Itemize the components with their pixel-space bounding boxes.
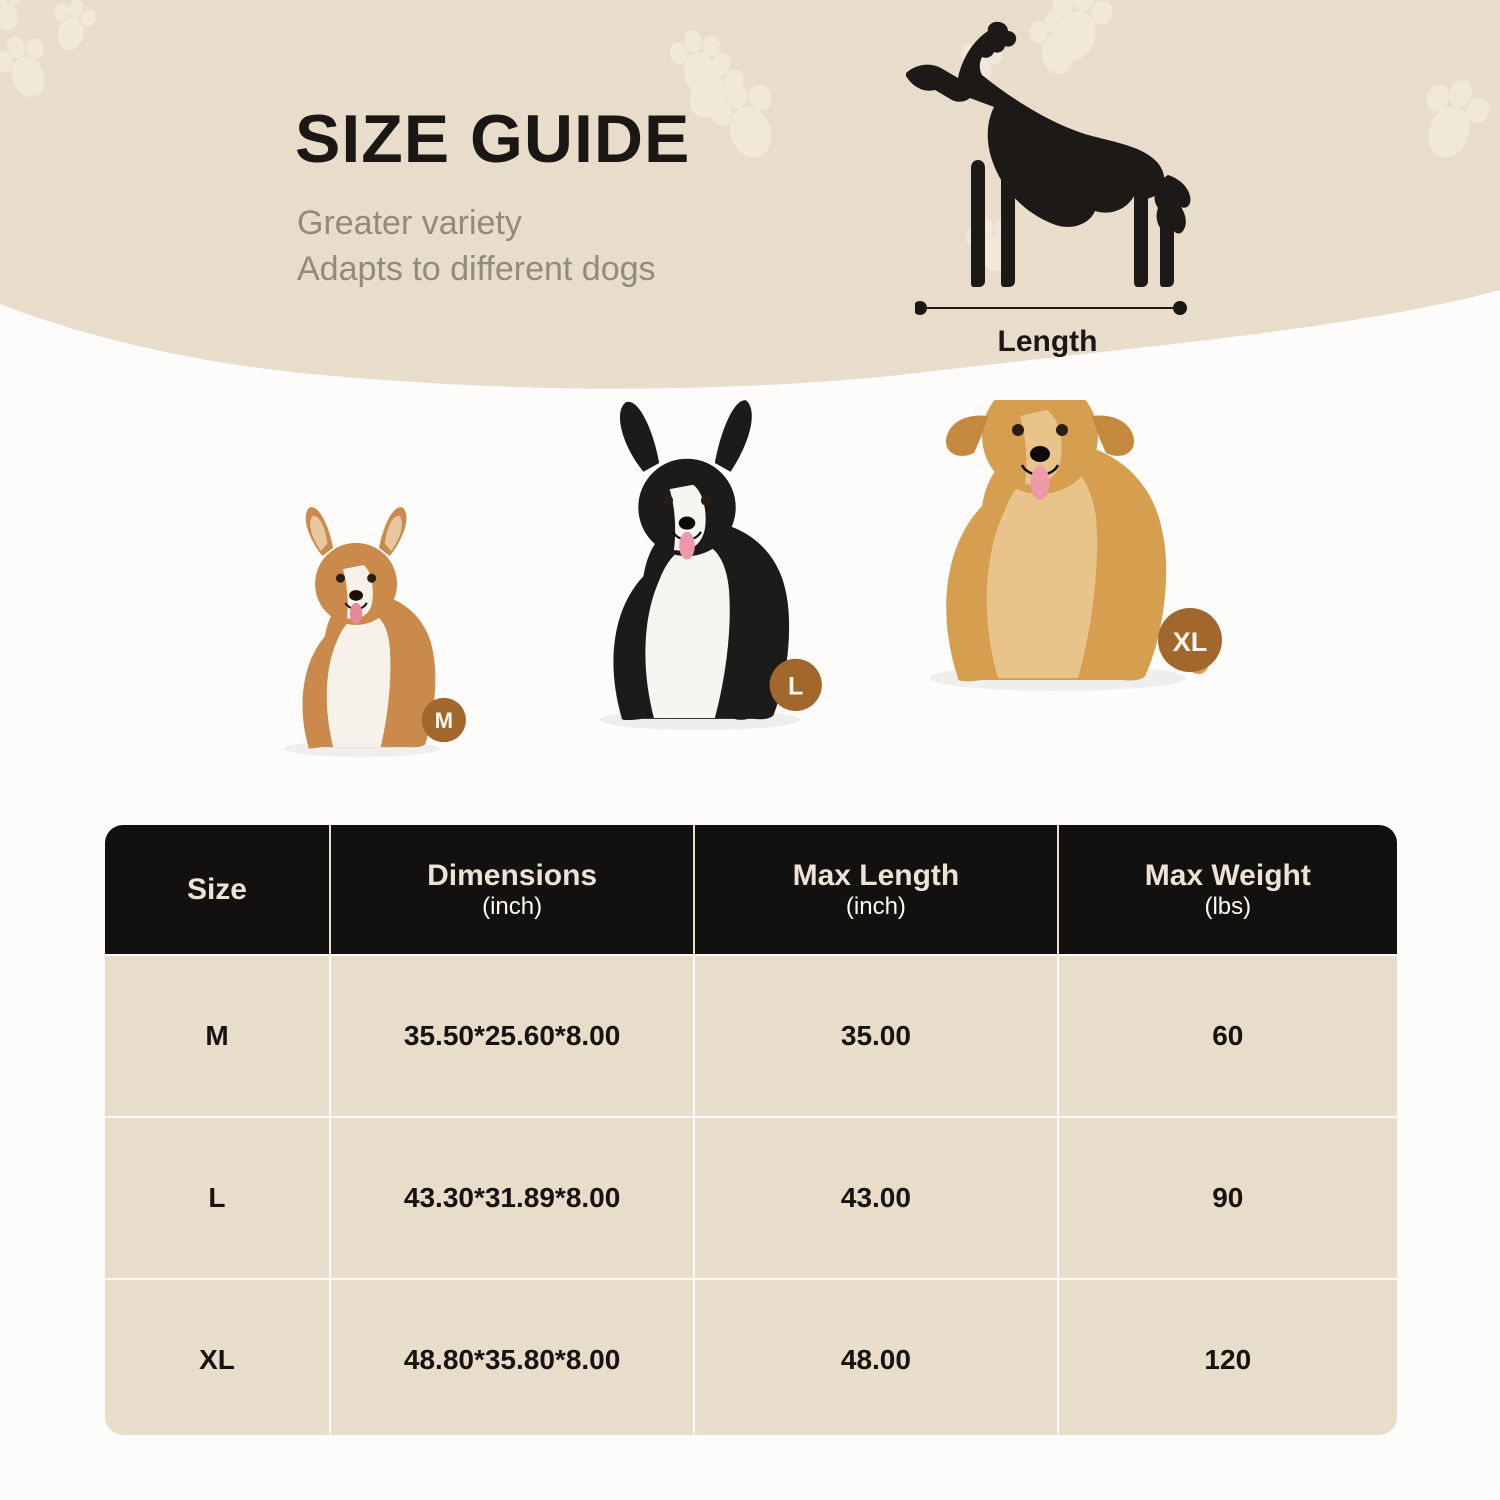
svg-text:L: L bbox=[788, 672, 803, 700]
svg-text:M: M bbox=[435, 708, 453, 733]
svg-text:XL: XL bbox=[1173, 627, 1208, 657]
